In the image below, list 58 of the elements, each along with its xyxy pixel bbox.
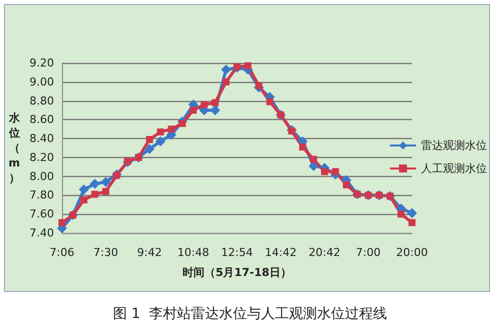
point	[299, 144, 306, 151]
x-tick-label: 12:54	[221, 246, 253, 259]
point	[212, 99, 219, 106]
point	[255, 82, 262, 90]
point	[80, 196, 88, 204]
point	[124, 158, 132, 165]
y-tick-label: 9.00	[30, 75, 54, 88]
y-tick-label: 9.20	[30, 56, 54, 70]
point	[200, 101, 208, 108]
x-tick-label: 20:00	[396, 246, 428, 259]
legend-label: 雷达观测水位	[421, 139, 487, 152]
point	[222, 78, 230, 86]
y-tick-label: 8.00	[30, 170, 54, 183]
point	[288, 128, 296, 134]
point	[58, 219, 66, 226]
point	[91, 190, 98, 198]
point	[144, 144, 154, 154]
point	[178, 120, 186, 127]
point	[221, 64, 232, 75]
y-tick-label: 7.80	[30, 188, 54, 202]
point	[156, 128, 164, 136]
x-tick-label: 10:48	[177, 246, 210, 259]
y-tick-label: 7.40	[30, 226, 54, 240]
x-axis-title: 时间（5月17-18日）	[182, 266, 292, 279]
point	[332, 168, 339, 176]
point	[190, 106, 197, 114]
point	[100, 177, 111, 187]
point	[244, 62, 252, 70]
y-tick-label: 8.60	[30, 113, 54, 126]
y-tick-label: 8.20	[30, 150, 54, 164]
point	[342, 181, 350, 188]
point	[321, 168, 328, 176]
x-tick-label: 7:30	[93, 246, 118, 259]
point	[78, 184, 89, 195]
y-tick-label: 8.80	[30, 94, 54, 108]
point	[310, 156, 318, 163]
x-tick-label: 20:42	[308, 246, 340, 259]
point	[408, 219, 416, 226]
y-tick-label: 7.60	[30, 208, 54, 221]
legend-label: 人工观测水位	[421, 162, 487, 175]
point	[155, 136, 166, 146]
point	[113, 172, 120, 179]
x-tick-label: 7:00	[356, 246, 381, 259]
point	[102, 188, 110, 195]
x-tick-label: 14:42	[264, 246, 297, 259]
point	[398, 210, 405, 218]
point	[266, 98, 274, 106]
text: 图 1 李村站雷达水位与人工观测水位过程线	[112, 306, 388, 322]
point	[90, 178, 100, 189]
y-axis-title: 水位（m）	[8, 112, 21, 184]
point	[407, 208, 417, 218]
x-tick-label: 7:06	[50, 246, 74, 259]
point	[234, 63, 240, 70]
point	[168, 126, 175, 133]
point	[146, 136, 153, 143]
y-tick-label: 8.40	[30, 132, 54, 146]
x-tick-label: 9:42	[137, 246, 162, 259]
point	[210, 105, 220, 116]
